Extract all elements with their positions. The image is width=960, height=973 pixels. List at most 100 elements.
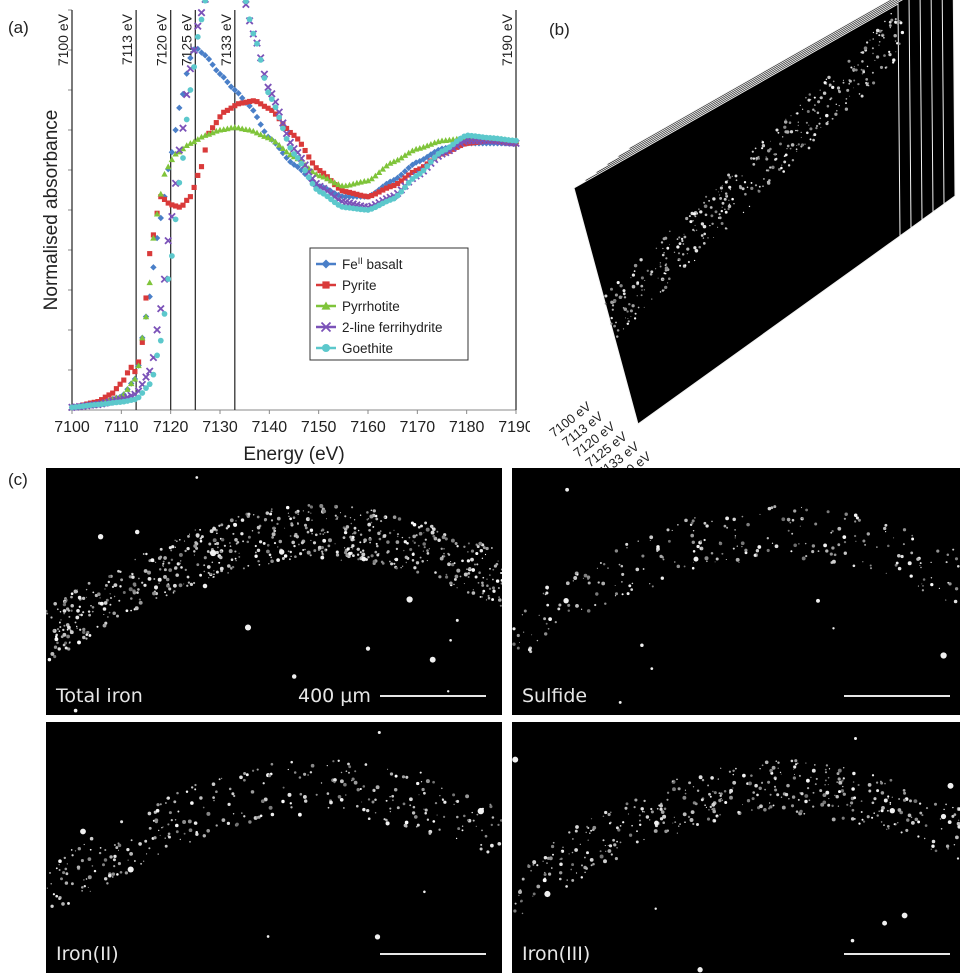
speckle <box>350 522 353 525</box>
speckle <box>790 143 795 147</box>
speckle <box>631 582 634 585</box>
speckle <box>786 517 791 522</box>
speckle <box>609 821 612 824</box>
speckle <box>392 515 397 519</box>
speckle <box>467 542 470 545</box>
data-point <box>202 0 209 4</box>
speckle <box>771 165 775 170</box>
speckle <box>945 803 947 806</box>
data-point <box>394 192 401 199</box>
speckle <box>56 627 60 631</box>
bright-spot <box>854 737 857 740</box>
speckle <box>666 791 670 794</box>
speckle <box>320 545 324 550</box>
speckle <box>565 581 570 586</box>
speckle <box>837 805 840 807</box>
speckle <box>714 210 718 214</box>
speckle <box>573 576 578 580</box>
speckle <box>809 98 812 101</box>
data-point <box>257 131 264 138</box>
speckle <box>611 308 614 311</box>
speckle <box>367 555 370 559</box>
speckle <box>737 810 740 814</box>
speckle <box>372 559 376 563</box>
speckle <box>750 186 754 190</box>
speckle <box>814 104 816 106</box>
speckle <box>76 627 78 629</box>
speckle <box>487 596 491 600</box>
speckle <box>552 853 554 856</box>
speckle <box>684 264 687 267</box>
speckle <box>875 781 879 784</box>
data-point <box>476 139 482 145</box>
speckle <box>831 117 834 120</box>
speckle <box>612 298 617 303</box>
speckle <box>811 550 815 554</box>
data-point <box>179 124 187 133</box>
speckle <box>383 516 386 519</box>
speckle <box>362 807 366 812</box>
speckle <box>532 895 534 897</box>
speckle <box>613 324 616 328</box>
speckle <box>640 276 644 280</box>
data-point <box>216 70 224 78</box>
speckle <box>259 814 263 818</box>
speckle <box>862 561 864 563</box>
speckle <box>953 844 956 846</box>
speckle <box>814 783 817 786</box>
speckle <box>574 829 578 833</box>
data-point <box>254 40 260 47</box>
data-point <box>398 188 405 195</box>
speckle <box>636 830 638 833</box>
speckle <box>162 564 164 567</box>
stack-frames <box>573 0 956 425</box>
speckle <box>157 577 162 582</box>
speckle <box>568 831 571 834</box>
speckle <box>416 823 420 827</box>
speckle <box>602 815 605 817</box>
speckle <box>320 530 323 532</box>
data-point <box>209 61 216 68</box>
speckle <box>334 543 336 545</box>
speckle <box>58 621 61 624</box>
speckle <box>174 546 176 548</box>
speckle <box>804 794 809 798</box>
speckle <box>196 563 200 567</box>
speckle <box>424 811 427 815</box>
speckle <box>397 517 402 521</box>
speckle <box>231 792 235 796</box>
speckle <box>425 779 430 784</box>
speckle <box>771 765 776 770</box>
speckle <box>306 550 311 555</box>
speckle <box>933 802 938 806</box>
speckle <box>618 295 623 300</box>
speckle <box>206 550 210 553</box>
speckle <box>221 818 226 822</box>
speckle <box>102 623 107 628</box>
speckle <box>291 540 296 545</box>
speckle <box>404 555 408 559</box>
speckle <box>853 66 855 68</box>
speckle <box>67 647 71 651</box>
speckle <box>641 554 645 558</box>
speckle <box>808 799 811 802</box>
speckle <box>130 597 133 600</box>
speckle <box>58 863 60 866</box>
speckle <box>762 185 764 187</box>
speckle <box>797 124 799 127</box>
speckle <box>616 840 618 843</box>
speckle <box>746 799 751 803</box>
speckle <box>834 112 838 116</box>
speckle <box>478 571 481 574</box>
speckle <box>659 803 663 808</box>
speckle <box>836 86 841 90</box>
speckle <box>113 854 117 859</box>
speckle <box>659 262 662 264</box>
speckle <box>690 521 694 525</box>
speckle <box>757 155 760 159</box>
speckle <box>347 771 351 774</box>
speckle <box>138 577 140 580</box>
speckle <box>287 768 289 771</box>
speckle <box>914 817 919 822</box>
speckle <box>373 790 376 792</box>
